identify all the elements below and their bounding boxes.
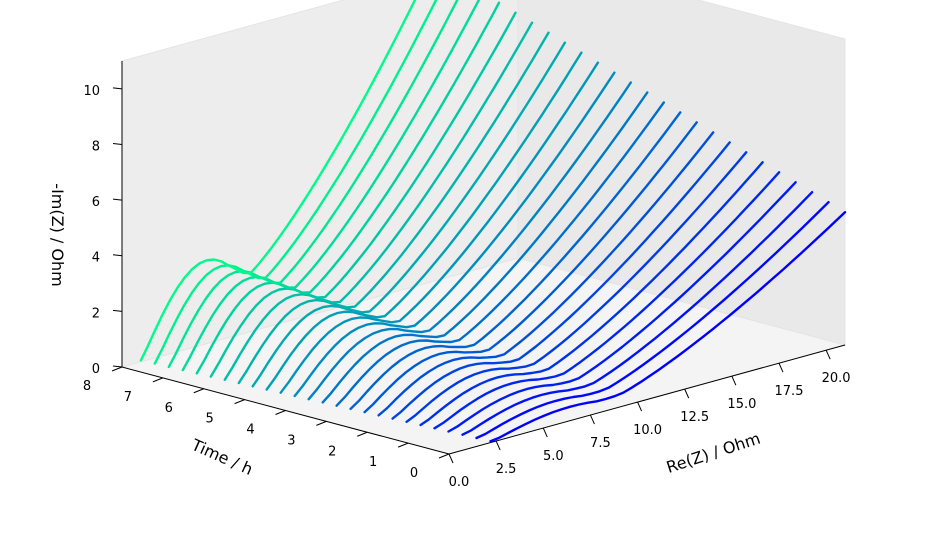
series-line-9 bbox=[363, 121, 698, 414]
series-line-19 bbox=[223, 21, 534, 381]
z-tick-label-2: 4 bbox=[92, 251, 100, 266]
y-tick-label-1: 1 bbox=[369, 455, 377, 470]
x-tick-label-1: 2.5 bbox=[496, 462, 517, 477]
x-tick-label-2: 5.0 bbox=[543, 449, 564, 464]
x-tick-label-8: 20.0 bbox=[822, 371, 851, 386]
z-tick-2 bbox=[112, 254, 123, 257]
series-line-24 bbox=[153, 0, 438, 365]
series-line-22 bbox=[181, 0, 481, 372]
series-line-1 bbox=[475, 200, 830, 440]
x-tick-6 bbox=[731, 375, 737, 386]
y-tick-1 bbox=[397, 442, 409, 448]
x-tick-4 bbox=[637, 401, 643, 412]
series-line-5 bbox=[419, 161, 764, 427]
series-line-14 bbox=[293, 71, 616, 398]
y-tick-label-4: 4 bbox=[246, 423, 254, 438]
z-tick-label-5: 10 bbox=[83, 84, 100, 99]
x-tick-0 bbox=[448, 453, 454, 464]
z-tick-5 bbox=[112, 87, 123, 90]
series-line-18 bbox=[237, 31, 550, 385]
axis-ticks: 0.0 2.5 5.0 7.5 10.0 12.5 15.0 17.5 20.0 0 1 2 3 4 5 6 7… bbox=[83, 84, 851, 490]
series-line-8 bbox=[377, 131, 715, 417]
z-tick-1 bbox=[112, 309, 123, 312]
y-tick-label-8: 8 bbox=[83, 379, 91, 394]
series-line-0 bbox=[489, 210, 847, 443]
series-line-2 bbox=[461, 190, 814, 436]
x-tick-label-7: 17.5 bbox=[775, 384, 804, 399]
y-tick-label-2: 2 bbox=[328, 444, 336, 459]
y-tick-4 bbox=[275, 410, 286, 415]
y-tick-label-6: 6 bbox=[165, 401, 173, 416]
series-line-13 bbox=[307, 81, 632, 401]
z-tick-0 bbox=[112, 365, 123, 368]
z-tick-label-4: 8 bbox=[92, 140, 100, 155]
y-tick-label-7: 7 bbox=[124, 390, 132, 405]
y-tick-label-3: 3 bbox=[287, 433, 295, 448]
x-tick-7 bbox=[778, 362, 784, 373]
x-axis-label: Re(Z) / Ohm bbox=[664, 429, 763, 477]
x-tick-label-3: 7.5 bbox=[590, 436, 611, 451]
x-tick-2 bbox=[542, 427, 548, 438]
y-tick-8 bbox=[111, 366, 123, 372]
series-line-3 bbox=[447, 181, 797, 433]
x-tick-label-6: 15.0 bbox=[727, 397, 756, 412]
x-tick-label-5: 12.5 bbox=[680, 410, 709, 425]
series-line-10 bbox=[349, 111, 682, 411]
series-line-17 bbox=[251, 41, 567, 388]
series-line-6 bbox=[405, 151, 748, 423]
z-tick-3 bbox=[112, 198, 123, 201]
series-group bbox=[139, 0, 847, 443]
series-line-20 bbox=[209, 11, 517, 378]
series-line-25 bbox=[139, 0, 417, 362]
z-tick-label-3: 6 bbox=[92, 195, 100, 210]
series-line-15 bbox=[279, 61, 600, 394]
y-axis-label: Time / h bbox=[188, 435, 256, 479]
y-tick-0 bbox=[438, 453, 450, 459]
y-tick-2 bbox=[357, 431, 368, 437]
series-line-11 bbox=[335, 101, 665, 407]
series-line-16 bbox=[265, 51, 583, 391]
z-tick-label-1: 2 bbox=[92, 306, 100, 321]
y-tick-label-0: 0 bbox=[410, 466, 418, 481]
z-tick-label-0: 0 bbox=[92, 362, 100, 377]
y-tick-label-5: 5 bbox=[205, 412, 213, 427]
series-line-21 bbox=[195, 1, 501, 375]
series-line-7 bbox=[391, 141, 731, 420]
x-tick-8 bbox=[825, 349, 831, 360]
x-tick-5 bbox=[684, 388, 690, 399]
z-tick-4 bbox=[112, 142, 123, 145]
z-axis-label: -Im(Z) / Ohm bbox=[48, 183, 67, 286]
y-tick-3 bbox=[316, 420, 327, 426]
y-tick-6 bbox=[193, 388, 204, 394]
x-tick-label-0: 0.0 bbox=[449, 475, 470, 490]
y-tick-5 bbox=[234, 399, 245, 405]
y-tick-7 bbox=[152, 377, 164, 383]
x-tick-label-4: 10.0 bbox=[633, 423, 662, 438]
series-line-23 bbox=[167, 0, 459, 369]
series-line-12 bbox=[321, 91, 649, 404]
x-tick-3 bbox=[589, 414, 595, 425]
series-line-4 bbox=[433, 171, 781, 430]
x-tick-1 bbox=[495, 440, 501, 451]
